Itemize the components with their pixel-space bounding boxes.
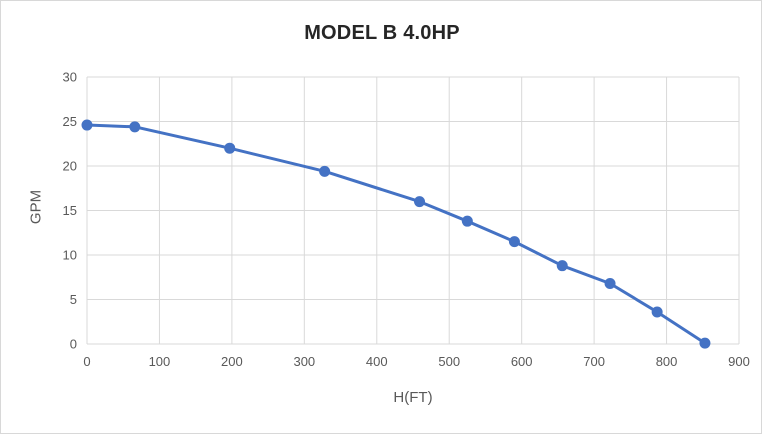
x-tick-label: 200	[221, 354, 243, 369]
y-tick-label: 15	[63, 203, 77, 218]
x-tick-label: 300	[293, 354, 315, 369]
x-tick-label: 100	[149, 354, 171, 369]
data-point	[461, 215, 473, 227]
x-tick-label: 800	[656, 354, 678, 369]
data-point	[556, 260, 568, 272]
y-tick-label: 5	[70, 292, 77, 307]
y-tick-label: 25	[63, 114, 77, 129]
y-tick-label: 20	[63, 159, 77, 174]
data-point	[651, 306, 663, 318]
data-point	[224, 142, 236, 154]
data-point	[81, 119, 93, 131]
data-point	[604, 277, 616, 289]
data-point	[129, 121, 141, 133]
data-point	[414, 196, 426, 208]
data-point	[699, 337, 711, 349]
data-point	[319, 165, 331, 177]
data-point	[508, 236, 520, 248]
series-line	[85, 123, 707, 345]
x-tick-label: 500	[438, 354, 460, 369]
y-tick-label: 30	[63, 70, 77, 85]
x-tick-label: 600	[511, 354, 533, 369]
y-axis-title: GPM	[27, 189, 45, 225]
x-tick-label: 900	[728, 354, 750, 369]
x-axis-title: H(FT)	[393, 389, 433, 406]
y-tick-label: 0	[70, 337, 77, 352]
x-tick-label: 0	[83, 354, 90, 369]
chart-title: MODEL B 4.0HP	[304, 22, 460, 44]
x-tick-label: 700	[583, 354, 605, 369]
x-tick-label: 400	[366, 354, 388, 369]
y-tick-label: 10	[63, 248, 77, 263]
